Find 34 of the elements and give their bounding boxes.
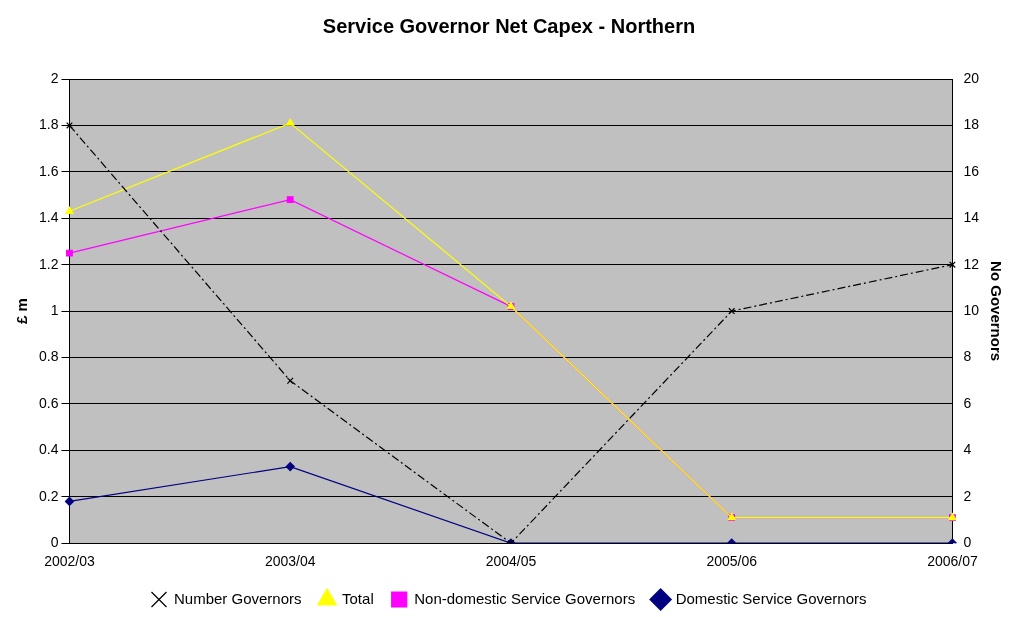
- y-tick-label: 0.8: [38, 348, 59, 365]
- y2-tick-label: 12: [963, 255, 980, 272]
- y-tick-label: 1.8: [38, 116, 59, 133]
- legend-label: Non-domestic Service Governors: [414, 589, 636, 607]
- y-tick-label: 1.4: [38, 209, 59, 226]
- y2-tick-label: 8: [963, 348, 972, 365]
- chart-title: Service Governor Net Capex - Northern: [322, 14, 696, 37]
- legend-label: Number Governors: [173, 589, 302, 607]
- y-tick-label: 0.6: [38, 394, 59, 411]
- legend-label: Total: [342, 589, 374, 607]
- y-axis-title: £ m: [13, 298, 31, 325]
- x-tick-label: 2005/06: [706, 553, 758, 570]
- x-tick-label: 2004/05: [485, 553, 537, 570]
- y2-tick-label: 10: [963, 301, 980, 318]
- y2-tick-label: 20: [963, 69, 980, 86]
- y2-tick-label: 14: [963, 209, 980, 226]
- y2-tick-label: 18: [963, 116, 980, 133]
- y-tick-label: 0.2: [38, 487, 59, 504]
- legend-label: Domestic Service Governors: [675, 589, 867, 607]
- y2-tick-label: 2: [963, 487, 972, 504]
- y2-tick-label: 4: [963, 441, 972, 458]
- y2-axis-title: No Governors: [987, 261, 1005, 362]
- y-tick-label: 1.2: [38, 255, 59, 272]
- y-tick-label: 1: [50, 301, 59, 318]
- y2-tick-label: 0: [963, 534, 972, 551]
- x-tick-label: 2003/04: [264, 553, 316, 570]
- y-tick-label: 2: [50, 69, 59, 86]
- x-tick-label: 2002/03: [44, 553, 95, 570]
- y-tick-label: 0: [50, 534, 59, 551]
- y2-tick-label: 6: [963, 394, 972, 411]
- y-tick-label: 0.4: [38, 441, 59, 458]
- y2-tick-label: 16: [963, 162, 980, 179]
- x-tick-label: 2006/07: [927, 553, 978, 570]
- y-tick-label: 1.6: [38, 162, 59, 179]
